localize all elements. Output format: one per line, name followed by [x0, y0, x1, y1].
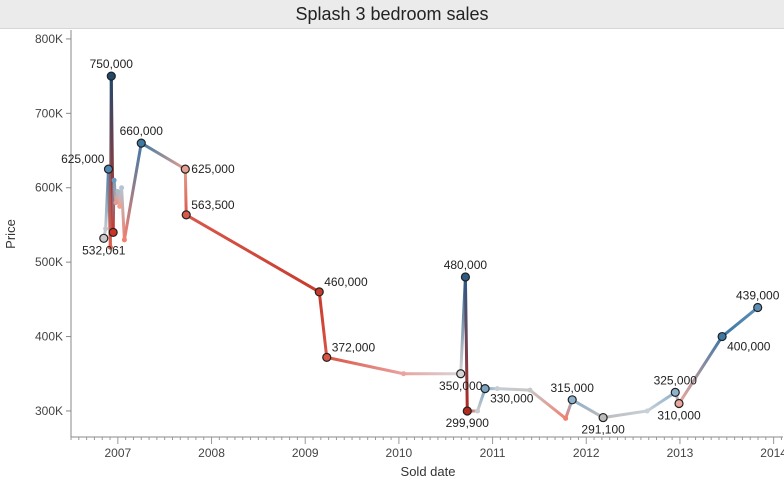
y-tick-label: 400K: [35, 330, 63, 344]
data-point-minor[interactable]: [527, 387, 533, 393]
series-segment: [463, 275, 469, 413]
data-point[interactable]: [598, 412, 608, 423]
data-label: 325,000: [654, 373, 698, 387]
x-axis-label: Sold date: [401, 464, 456, 479]
data-label: 625,000: [61, 152, 105, 166]
series-segment: [122, 141, 143, 242]
series-segment: [677, 335, 724, 406]
data-label: 625,000: [191, 162, 235, 176]
data-point-minor[interactable]: [401, 371, 407, 377]
data-point-minor[interactable]: [117, 203, 123, 209]
series-segment: [325, 355, 406, 376]
y-tick-label: 600K: [35, 181, 63, 195]
chart-title: Splash 3 bedroom sales: [295, 4, 489, 24]
series-points: [99, 71, 763, 423]
y-tick-label: 700K: [35, 106, 63, 120]
data-point[interactable]: [108, 227, 118, 237]
series-segment: [317, 290, 329, 359]
data-point[interactable]: [674, 398, 684, 409]
data-point-minor[interactable]: [563, 415, 569, 421]
data-label: 439,000: [736, 289, 780, 303]
data-label: 330,000: [490, 392, 534, 406]
data-label: 350,000: [439, 379, 483, 393]
data-point[interactable]: [180, 164, 190, 174]
data-label: 750,000: [90, 57, 134, 71]
y-axis-ticks: 300K 400K 500K 600K 700K 800K: [35, 32, 71, 418]
data-label: 299,900: [446, 416, 490, 430]
data-label: 563,500: [191, 198, 235, 212]
y-tick-label: 500K: [35, 255, 63, 269]
series-segment: [139, 141, 187, 171]
series-segment: [495, 387, 532, 392]
series-line: [102, 74, 760, 420]
data-label: 532,061: [82, 243, 126, 257]
y-tick-label: 300K: [35, 404, 63, 418]
data-label: 480,000: [444, 258, 488, 272]
series-segment: [184, 213, 321, 294]
x-tick-label: 2014: [760, 446, 784, 460]
series-segment: [601, 409, 649, 420]
data-point[interactable]: [103, 164, 114, 174]
series-segment: [528, 388, 568, 420]
x-tick-label: 2009: [292, 446, 319, 460]
data-label: 310,000: [657, 409, 701, 423]
data-point[interactable]: [181, 210, 191, 220]
series-segment: [120, 186, 126, 242]
series-segment: [570, 398, 605, 420]
data-point[interactable]: [462, 406, 472, 416]
x-axis-ticks: 2007 2008 2009 2010 2011 2012 2013 2014: [70, 437, 784, 460]
data-point-minor[interactable]: [494, 386, 500, 392]
data-label: 315,000: [551, 381, 595, 395]
data-point-minor[interactable]: [119, 185, 125, 191]
data-point-minor[interactable]: [103, 226, 109, 232]
x-tick-label: 2007: [104, 446, 131, 460]
x-tick-label: 2012: [573, 446, 600, 460]
data-point[interactable]: [99, 233, 109, 243]
data-point[interactable]: [460, 272, 471, 282]
data-point[interactable]: [106, 71, 116, 81]
x-tick-label: 2011: [480, 446, 506, 460]
data-point[interactable]: [322, 352, 332, 362]
title-bar: [0, 0, 784, 29]
x-tick-label: 2010: [386, 446, 413, 460]
data-label: 372,000: [332, 340, 376, 354]
data-point-minor[interactable]: [107, 244, 113, 250]
data-point[interactable]: [456, 369, 466, 379]
data-labels: 750,000 660,000 625,000 625,000 563,500 532,0…: [61, 57, 780, 436]
series-segment: [645, 390, 677, 413]
data-point-minor[interactable]: [475, 408, 481, 414]
data-point-minor[interactable]: [111, 177, 117, 183]
data-point[interactable]: [567, 395, 577, 405]
x-tick-label: 2008: [198, 446, 225, 460]
data-point[interactable]: [670, 387, 680, 397]
data-label: 291,100: [581, 423, 625, 437]
data-point-minor[interactable]: [644, 408, 650, 414]
data-point[interactable]: [480, 384, 490, 394]
data-label: 400,000: [727, 340, 771, 354]
series-segment: [183, 167, 188, 217]
y-axis-label: Price: [3, 219, 18, 249]
data-point[interactable]: [314, 287, 324, 297]
data-label: 660,000: [120, 124, 164, 138]
data-label: 460,000: [324, 275, 368, 289]
data-point-minor[interactable]: [115, 188, 121, 194]
data-point[interactable]: [717, 331, 727, 342]
data-point[interactable]: [753, 302, 763, 313]
x-tick-label: 2013: [667, 446, 694, 460]
data-point[interactable]: [136, 138, 146, 148]
data-point-minor[interactable]: [121, 237, 127, 243]
data-point-minor[interactable]: [113, 200, 119, 206]
series-segment: [720, 306, 760, 339]
y-tick-label: 800K: [35, 32, 63, 46]
